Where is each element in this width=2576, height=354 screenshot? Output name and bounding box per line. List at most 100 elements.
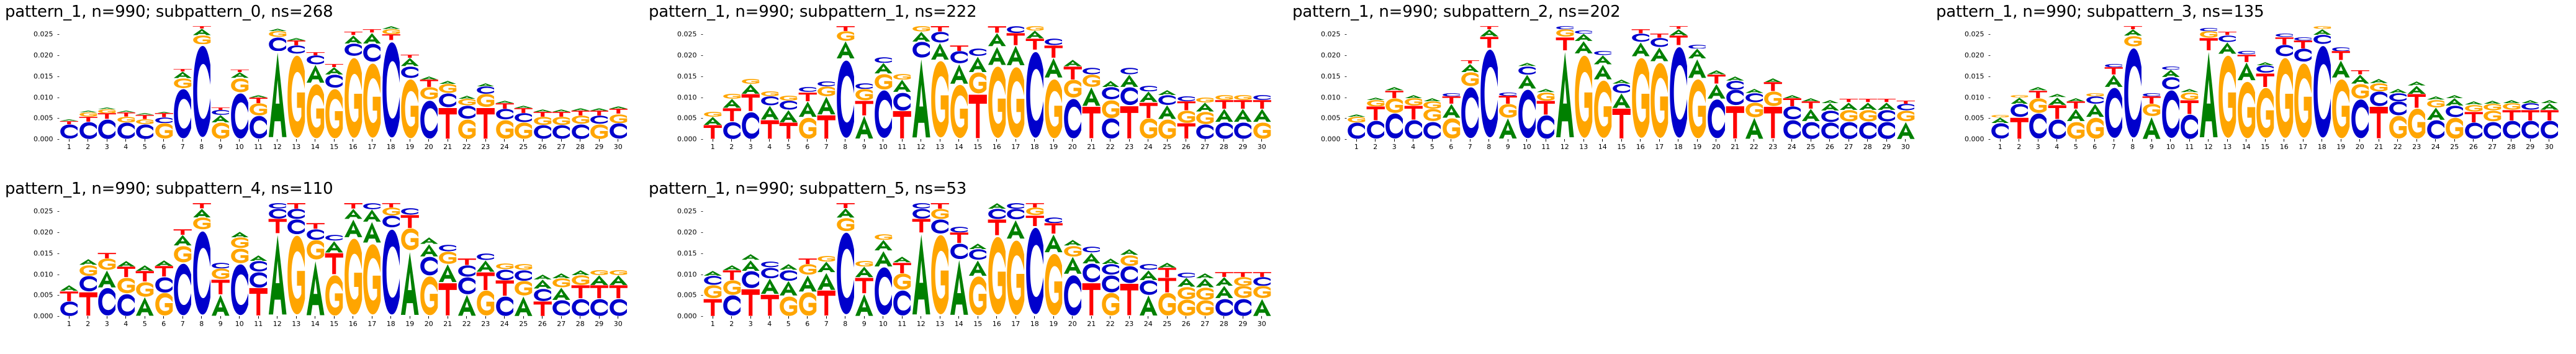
logo-letter-C (1177, 96, 1196, 102)
logo-letter-A (420, 244, 439, 256)
x-tick-mark (731, 316, 732, 319)
x-tick: 7 (1461, 139, 1480, 158)
logo-stack (1612, 26, 1631, 139)
logo-letter-G (1574, 54, 1593, 140)
logo-letter-G (344, 237, 363, 316)
x-tick-label: 24 (2431, 143, 2440, 151)
logo-letter-A (912, 58, 931, 139)
logo-letter-A (1177, 278, 1196, 287)
logo-stack (287, 26, 306, 139)
logo-letter-A (2389, 89, 2408, 93)
logo-stack (1556, 26, 1575, 139)
logo-letter-T (2331, 51, 2351, 61)
logo-letter-A (2066, 98, 2086, 102)
logo-letter-A (1158, 105, 1177, 119)
x-tick-label: 23 (1125, 143, 1134, 151)
logo-letter-A (1006, 45, 1025, 66)
logo-letter-C (1536, 115, 1556, 139)
logo-letter-G (1082, 75, 1101, 88)
y-tick-mark: - (57, 207, 60, 216)
logo-letter-G (1745, 102, 1764, 117)
x-tick-label: 22 (1749, 143, 1759, 151)
logo-letter-C (2180, 114, 2199, 139)
logo-letter-T (1669, 26, 1688, 29)
logo-letter-C (79, 122, 98, 139)
x-tick-mark (2151, 139, 2152, 142)
x-tick-mark (220, 139, 221, 142)
y-tick-label: 0.025 - (677, 207, 703, 216)
logo-letter-G (514, 264, 533, 270)
x-tick-label: 15 (330, 143, 339, 151)
logo-letter-T (760, 294, 780, 316)
logo-stack (1025, 26, 1045, 139)
logo-letter-C (1726, 80, 1745, 90)
logo-letter-G (344, 57, 363, 139)
logo-letter-C (2104, 87, 2123, 139)
logo-letter-T (1461, 60, 1480, 64)
x-tick-mark (826, 316, 827, 319)
logo-letter-G (400, 228, 420, 251)
x-tick-mark (1375, 139, 1376, 142)
logo-letter-C (609, 299, 628, 316)
logo-letter-C (1082, 263, 1101, 283)
y-tick-mark: - (57, 93, 60, 102)
logo-letter-G (590, 270, 609, 275)
logo-letter-A (1480, 29, 1499, 37)
logo-letter-G (2502, 103, 2521, 110)
logo-letter-A (950, 259, 969, 316)
x-tick: 22 (1101, 316, 1120, 335)
logo-letter-G (211, 122, 230, 139)
logo-letter-T (2029, 91, 2048, 98)
logo-stack (1858, 26, 1878, 139)
logo-stack (495, 203, 515, 316)
logo-letter-G (363, 243, 382, 316)
x-tick-mark (466, 316, 467, 319)
logo-stack (2104, 26, 2123, 139)
logo-letter-C (1385, 113, 1404, 139)
x-tick: 11 (2180, 139, 2199, 158)
logo-letter-G (230, 248, 250, 263)
x-tick-mark (2132, 139, 2133, 142)
logo-letter-G (741, 79, 760, 84)
logo-letter-A (1593, 65, 1613, 79)
x-tick-mark (1431, 139, 1433, 142)
logo-stack (1233, 26, 1253, 139)
logo-letter-G (1347, 116, 1366, 122)
logo-letter-G (2407, 108, 2426, 139)
x-tick-label: 24 (1143, 143, 1153, 151)
x-tick-mark (1791, 139, 1793, 142)
logo-letter-G (703, 285, 723, 299)
y-tick-mark: - (57, 114, 60, 122)
logo-stack (2180, 26, 2199, 139)
logo-letter-G (798, 292, 817, 316)
logo-letter-C (155, 277, 174, 293)
logo-letter-A (2086, 104, 2105, 117)
x-tick: 20 (420, 316, 439, 335)
logo-letter-T (495, 103, 515, 109)
logo-letter-C (2256, 65, 2275, 73)
logo-letter-C (1821, 111, 1840, 122)
logo-letter-C (1669, 45, 1688, 140)
logo-letter-T (60, 121, 79, 125)
x-tick-label: 16 (348, 143, 358, 151)
x-tick-label: 11 (898, 143, 907, 151)
logo-letter-A (741, 84, 760, 94)
logo-letter-A (514, 296, 533, 316)
x-tick-mark (1261, 139, 1263, 142)
logo-letter-C (287, 45, 306, 54)
x-tick: 21 (438, 316, 457, 335)
logo-letter-T (2407, 94, 2426, 108)
logo-letter-G (1139, 118, 1158, 139)
logo-letter-C (1688, 44, 1707, 49)
logo-letter-A (1120, 249, 1139, 255)
x-tick: 24 (2426, 139, 2446, 158)
logo-letter-G (893, 74, 912, 80)
x-tick: 7 (2104, 139, 2123, 158)
x-tick-label: 26 (538, 320, 547, 328)
logo-letter-C (1233, 122, 1253, 139)
y-tick-label: 0.015 - (1965, 72, 1991, 81)
x-tick-label: 3 (1392, 143, 1397, 151)
x-tick-label: 27 (1200, 143, 1210, 151)
y-tick-mark: - (701, 135, 703, 143)
x-tick-label: 30 (1257, 320, 1266, 328)
